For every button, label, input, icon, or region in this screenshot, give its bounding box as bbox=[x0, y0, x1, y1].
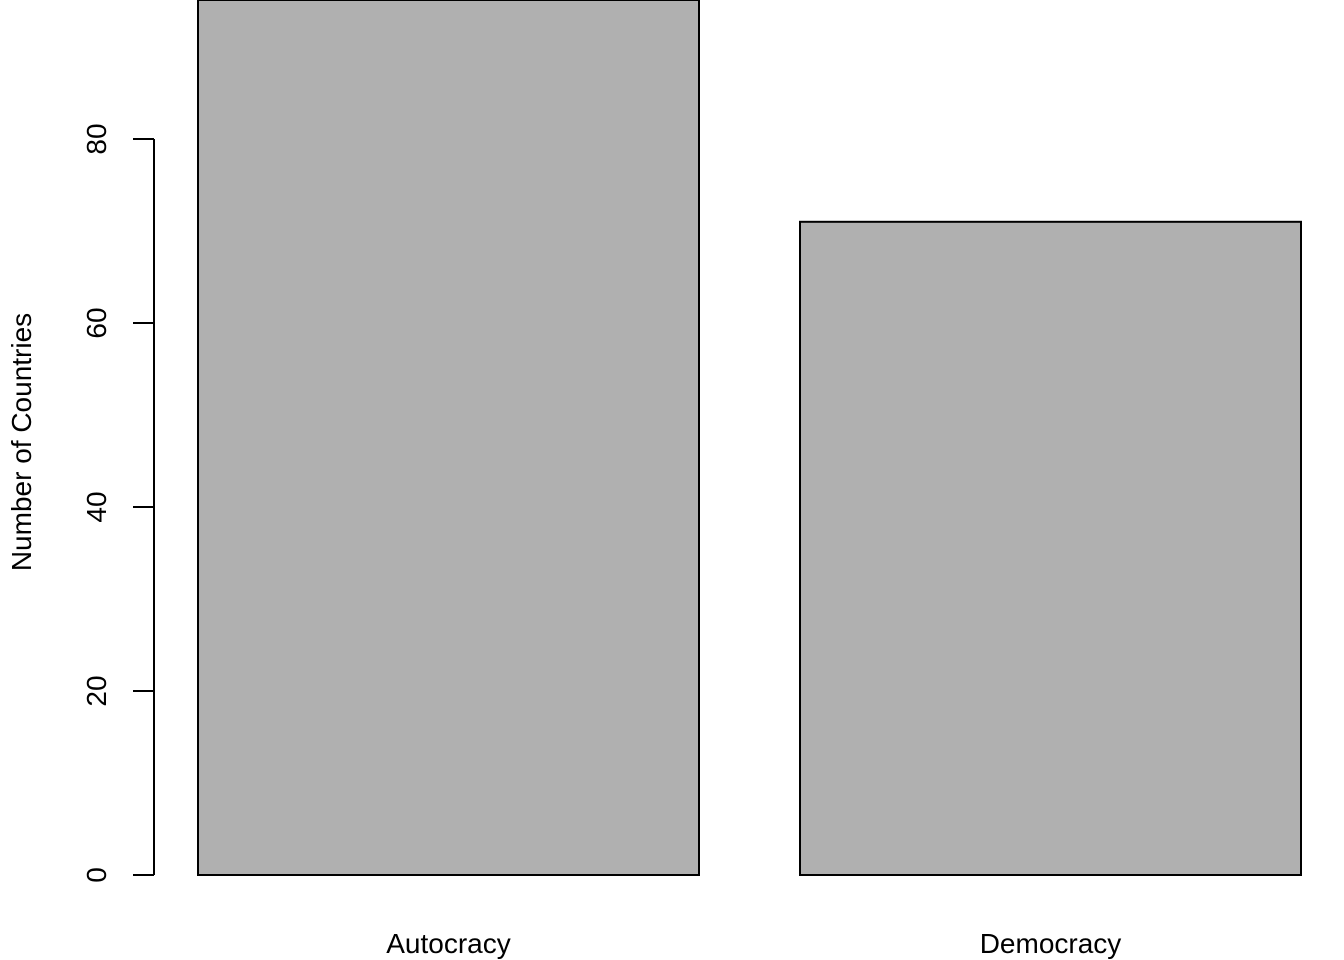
y-tick-label: 20 bbox=[81, 675, 112, 706]
y-tick-label: 0 bbox=[81, 867, 112, 883]
y-tick-label: 60 bbox=[81, 307, 112, 338]
x-category-label: Democracy bbox=[980, 928, 1122, 959]
y-axis-ticks: 0 20 40 60 80 bbox=[81, 123, 154, 883]
y-tick-label: 40 bbox=[81, 491, 112, 522]
y-axis-title: Number of Countries bbox=[6, 313, 37, 571]
bar-democracy bbox=[799, 220, 1302, 877]
bar-autocracy bbox=[197, 0, 700, 876]
x-axis-labels: Autocracy Democracy bbox=[386, 928, 1121, 959]
bars-group bbox=[197, 0, 1302, 877]
y-tick-label: 80 bbox=[81, 123, 112, 154]
x-category-label: Autocracy bbox=[386, 928, 511, 959]
